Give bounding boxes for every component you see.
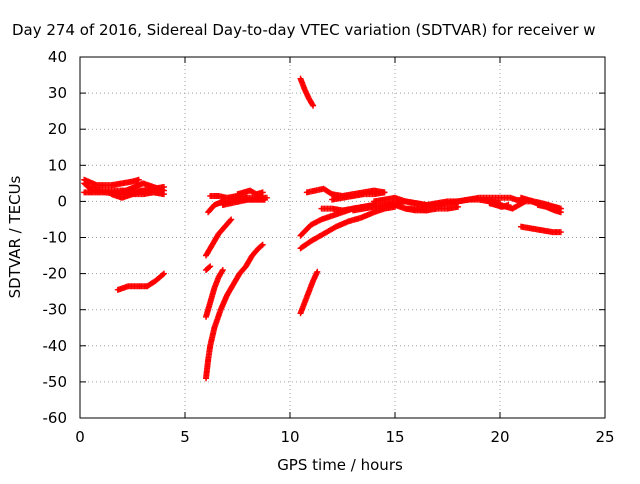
data-series [297,268,321,317]
data-point-marker [161,191,167,198]
data-series [203,263,214,273]
y-tick-label: -40 [43,337,68,355]
data-point-marker [228,216,235,223]
y-tick-label: -30 [43,301,68,319]
data-point-marker [206,264,213,271]
tick-layer: 0 5 10 15 20 25 40 30 20 10 0 -10 -20 -30 -40 -50 -60 [43,48,615,446]
data-point-marker [557,209,564,216]
x-tick-label: 15 [385,428,404,446]
data-point-marker [505,202,512,209]
y-tick-label: -20 [43,265,68,283]
data-series [297,75,317,109]
data-point-marker [161,270,167,277]
data-series [329,189,388,203]
data-point-marker [310,102,317,109]
data-point-marker [227,217,234,224]
y-tick-label: 20 [48,120,67,138]
y-tick-label: -60 [43,409,68,427]
data-series [203,266,226,320]
y-tick-label: 40 [48,48,67,66]
y-tick-label: 0 [57,192,67,210]
data-point-marker [314,268,321,275]
data-series [114,270,167,293]
chart-title: Day 274 of 2016, Sidereal Day-to-day VTE… [12,21,596,39]
x-tick-label: 20 [490,428,509,446]
data-point-marker [259,241,266,248]
data-point-marker [557,229,564,236]
data-series [534,202,564,216]
data-point-marker [258,242,265,249]
data-series [219,196,268,209]
data-point-marker [219,266,226,273]
x-tick-label: 10 [280,428,299,446]
data-point-marker [381,189,388,196]
data-point-marker [455,203,461,210]
y-tick-label: -50 [43,373,68,391]
x-axis-label: GPS time / hours [277,456,403,474]
data-point-marker [207,263,214,270]
x-tick-label: 0 [75,428,85,446]
data-series [203,216,235,259]
data-series [402,203,461,214]
x-tick-label: 5 [180,428,190,446]
data-series [119,187,167,198]
grid-layer [80,57,605,418]
data-series [81,176,142,189]
data-layer [81,75,564,382]
y-axis-label: SDTVAR / TECUs [6,175,24,298]
x-tick-label: 25 [595,428,614,446]
data-point-marker [261,196,268,203]
plot-frame [79,56,606,419]
data-point-marker [159,271,166,278]
data-series [518,223,564,236]
data-series [203,241,266,382]
y-tick-label: -10 [43,229,68,247]
data-series [234,187,266,198]
data-series [486,200,512,210]
data-point-marker [135,176,142,183]
y-tick-label: 10 [48,156,67,174]
data-point-marker [259,189,266,196]
y-tick-label: 30 [48,84,67,102]
